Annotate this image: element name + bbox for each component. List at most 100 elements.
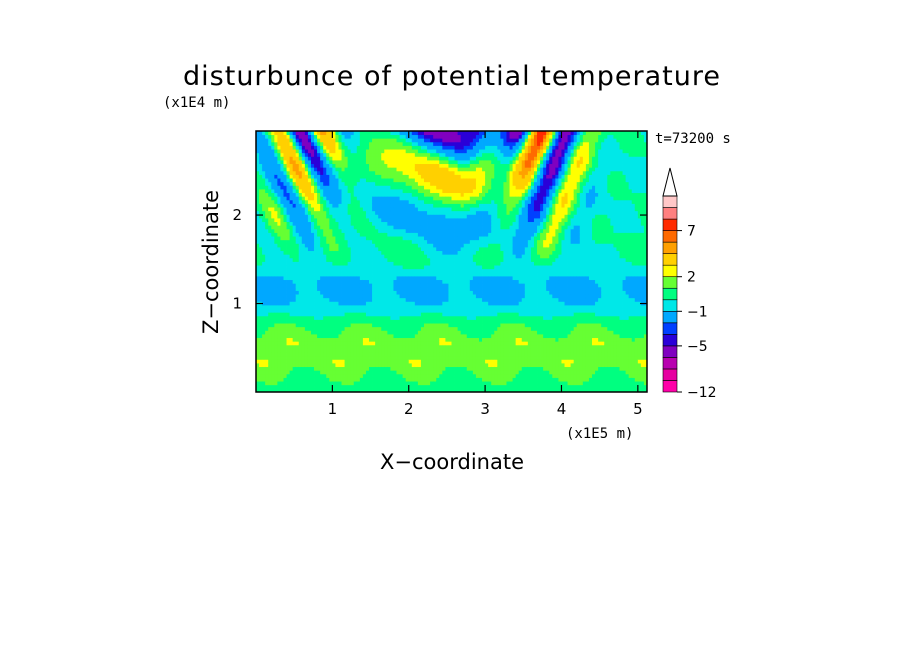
field-cell xyxy=(427,189,431,194)
field-cell xyxy=(350,225,355,230)
field-cell xyxy=(417,254,422,259)
field-cell xyxy=(304,363,309,368)
field-cell xyxy=(445,359,449,364)
field-cell xyxy=(335,334,339,339)
field-cell xyxy=(424,163,428,168)
field-cell xyxy=(359,348,364,353)
field-cell xyxy=(286,330,290,335)
field-cell xyxy=(433,323,437,328)
field-cell xyxy=(454,265,458,270)
field-cell xyxy=(335,283,339,288)
field-cell xyxy=(320,308,324,313)
field-cell xyxy=(411,334,416,339)
field-cell xyxy=(314,149,318,154)
field-cell xyxy=(424,189,428,194)
field-cell xyxy=(427,373,431,378)
field-cell xyxy=(298,145,303,150)
field-cell xyxy=(439,359,443,364)
field-cell xyxy=(378,178,382,183)
field-cell xyxy=(451,199,455,204)
field-cell xyxy=(289,348,294,353)
field-cell xyxy=(369,286,373,291)
field-cell xyxy=(353,156,358,161)
field-cell xyxy=(439,196,443,201)
field-cell xyxy=(387,286,391,291)
field-cell xyxy=(335,228,339,233)
field-cell xyxy=(323,196,327,201)
field-cell xyxy=(396,286,400,291)
field-cell xyxy=(411,384,416,389)
field-cell xyxy=(381,337,385,342)
field-cell xyxy=(387,363,391,368)
field-cell xyxy=(274,163,278,168)
field-cell xyxy=(387,228,391,233)
field-cell xyxy=(268,189,272,194)
field-cell xyxy=(274,181,278,186)
field-cell xyxy=(362,218,367,223)
field-cell xyxy=(439,381,443,386)
field-cell xyxy=(430,366,434,371)
field-cell xyxy=(442,163,446,168)
field-cell xyxy=(381,283,385,288)
field-cell xyxy=(411,348,416,353)
field-cell xyxy=(320,373,324,378)
field-cell xyxy=(292,297,297,302)
field-cell xyxy=(417,330,422,335)
field-cell xyxy=(420,283,425,288)
field-cell xyxy=(414,232,419,237)
field-cell xyxy=(341,272,345,277)
field-cell xyxy=(332,225,336,230)
field-cell xyxy=(390,312,394,317)
field-cell xyxy=(280,134,284,139)
field-cell xyxy=(436,301,440,306)
field-cell xyxy=(277,330,281,335)
field-cell xyxy=(463,377,468,382)
field-cell xyxy=(451,268,455,273)
field-cell xyxy=(451,131,455,136)
field-cell xyxy=(365,366,370,371)
field-cell xyxy=(457,355,462,360)
field-cell xyxy=(408,290,413,295)
field-cell xyxy=(283,203,287,208)
field-cell xyxy=(457,359,462,364)
field-cell xyxy=(430,145,434,150)
field-cell xyxy=(433,388,437,392)
field-cell xyxy=(381,218,385,223)
field-cell xyxy=(381,290,385,295)
field-cell xyxy=(304,326,309,331)
field-cell xyxy=(310,145,315,150)
field-cell xyxy=(356,156,361,161)
field-cell xyxy=(304,265,309,270)
field-cell xyxy=(457,348,462,353)
field-cell xyxy=(362,138,367,143)
field-cell xyxy=(332,167,336,172)
field-cell xyxy=(405,305,410,310)
field-cell xyxy=(350,149,355,154)
field-cell xyxy=(399,196,404,201)
field-cell xyxy=(320,236,324,241)
field-cell xyxy=(402,301,407,306)
field-cell xyxy=(329,145,333,150)
field-cell xyxy=(430,185,434,190)
field-cell xyxy=(356,308,361,313)
field-cell xyxy=(390,250,394,255)
field-cell xyxy=(417,297,422,302)
field-cell xyxy=(262,366,266,371)
field-cell xyxy=(369,228,373,233)
field-cell xyxy=(356,283,361,288)
field-cell xyxy=(448,152,452,157)
field-cell xyxy=(283,366,287,371)
field-cell xyxy=(310,160,315,165)
field-cell xyxy=(335,261,339,266)
field-cell xyxy=(295,138,300,143)
field-cell xyxy=(420,265,425,270)
field-cell xyxy=(457,156,462,161)
field-cell xyxy=(283,283,287,288)
field-cell xyxy=(356,163,361,168)
field-cell xyxy=(463,319,468,324)
field-cell xyxy=(451,152,455,157)
field-cell xyxy=(286,381,290,386)
field-cell xyxy=(338,236,342,241)
field-cell xyxy=(280,163,284,168)
field-cell xyxy=(259,384,263,389)
